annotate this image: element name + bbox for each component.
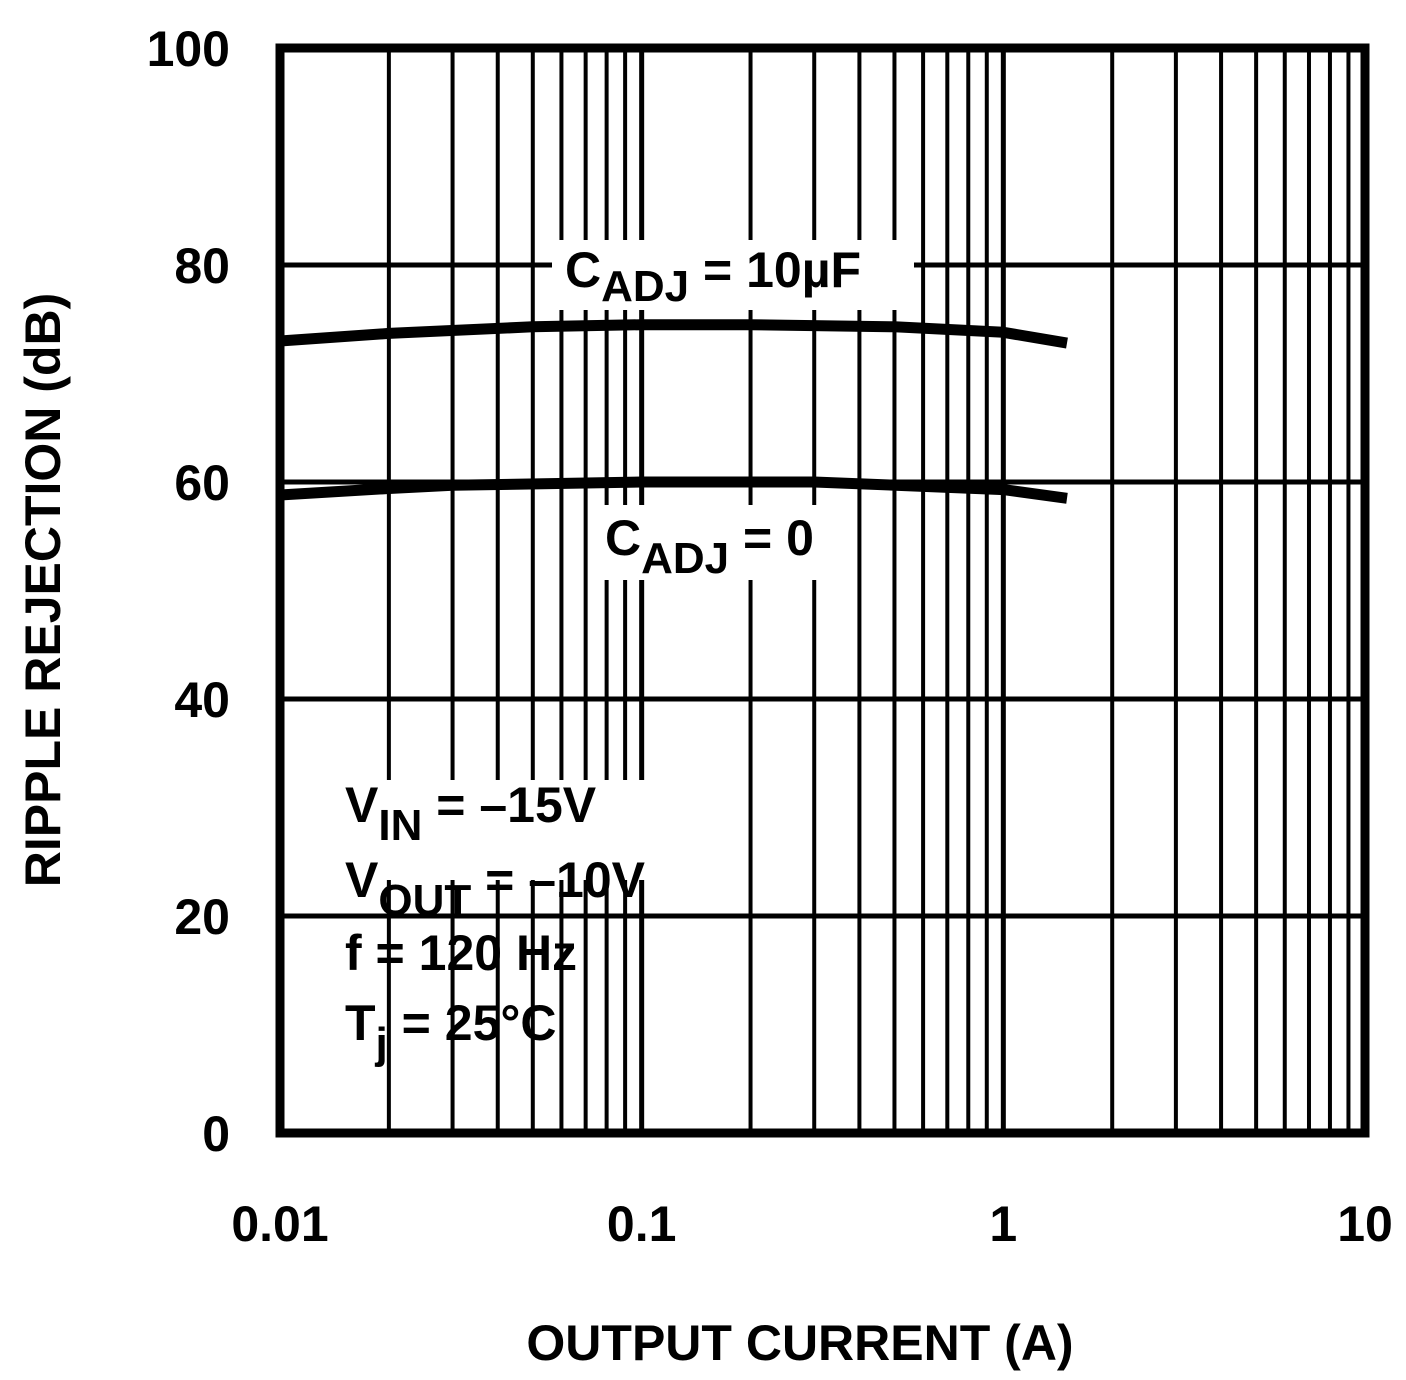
series-lines — [279, 319, 1068, 504]
plot-frame — [275, 43, 1370, 1138]
x-tick-label: 0.1 — [607, 1196, 677, 1252]
y-tick-label: 40 — [174, 672, 230, 728]
annotation-main: C — [565, 242, 601, 298]
annotation-sub: j — [375, 1019, 388, 1068]
annotation-sub: ADJ — [641, 534, 729, 583]
annotation: Tj = 25°C — [345, 995, 556, 1068]
annotation-tail: = 10µF — [689, 242, 861, 298]
annotation-sub: IN — [378, 801, 422, 850]
annotation-main: f = 120 Hz — [345, 925, 577, 981]
annotation-tail: = 0 — [729, 510, 814, 566]
y-tick-label: 20 — [174, 889, 230, 945]
annotation-sub: ADJ — [601, 262, 689, 311]
x-tick-label: 10 — [1337, 1196, 1393, 1252]
annotation-tail: = –15V — [422, 777, 596, 833]
x-tick-label: 0.01 — [231, 1196, 328, 1252]
annotation: CADJ = 0 — [605, 510, 814, 583]
series-line — [279, 476, 1068, 504]
annotation: CADJ = 10µF — [565, 242, 861, 311]
label-bg — [552, 240, 914, 310]
annotation: VOUT = –10V — [345, 852, 646, 925]
y-tick-label: 100 — [147, 21, 230, 77]
label-bg — [597, 505, 847, 580]
x-tick-label: 1 — [989, 1196, 1017, 1252]
annotation-sub: OUT — [378, 876, 471, 925]
annotation-main: V — [345, 852, 379, 908]
annotation-tail: = –10V — [471, 852, 645, 908]
annotation: VIN = –15V — [345, 777, 597, 850]
annotation-main: V — [345, 777, 379, 833]
x-axis-label: OUTPUT CURRENT (A) — [526, 1315, 1073, 1371]
y-tick-label: 0 — [202, 1106, 230, 1162]
annotation-tail: = 25°C — [388, 995, 557, 1051]
annotation-main: T — [345, 995, 376, 1051]
y-axis-label: RIPPLE REJECTION (dB) — [15, 293, 71, 887]
y-tick-label: 60 — [174, 455, 230, 511]
label-bg — [335, 780, 715, 880]
annotation-main: C — [605, 510, 641, 566]
annotation: f = 120 Hz — [345, 925, 577, 981]
series-line — [279, 319, 1068, 349]
y-tick-label: 80 — [174, 238, 230, 294]
